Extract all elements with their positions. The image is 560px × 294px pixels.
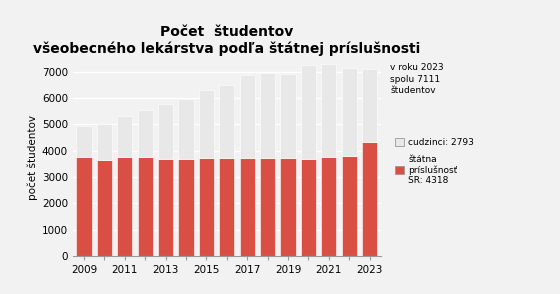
Bar [342, 68, 357, 156]
Bar [240, 158, 255, 256]
Bar [240, 75, 255, 158]
Bar [342, 156, 357, 256]
Bar [158, 104, 173, 158]
Title: Počet  študentov
všeobecného lekárstva podľa štátnej príslušnosti: Počet študentov všeobecného lekárstva po… [33, 26, 421, 56]
Bar [219, 158, 235, 256]
Bar [117, 116, 133, 156]
Bar [178, 99, 194, 159]
Bar [199, 90, 214, 158]
Bar [76, 157, 92, 256]
Bar [321, 64, 337, 156]
Bar [138, 157, 153, 256]
Bar [301, 158, 316, 256]
Bar [117, 156, 133, 256]
Bar [301, 65, 316, 158]
Bar [178, 159, 194, 256]
Bar [97, 124, 112, 160]
Bar [219, 85, 235, 158]
Bar [362, 69, 377, 142]
Text: v roku 2023
spolu 7111
študentov: v roku 2023 spolu 7111 študentov [390, 63, 444, 95]
Bar [76, 126, 92, 157]
Legend: cudzinci: 2793, štátna
príslušnosť
SR: 4318: cudzinci: 2793, štátna príslušnosť SR: 4… [395, 138, 474, 185]
Bar [199, 158, 214, 256]
Y-axis label: počet študentov: počet študentov [27, 115, 38, 200]
Bar [362, 142, 377, 256]
Bar [158, 158, 173, 256]
Bar [321, 156, 337, 256]
Bar [97, 160, 112, 256]
Bar [260, 158, 276, 256]
Bar [260, 73, 276, 158]
Bar [138, 110, 153, 157]
Bar [281, 74, 296, 158]
Bar [281, 158, 296, 256]
